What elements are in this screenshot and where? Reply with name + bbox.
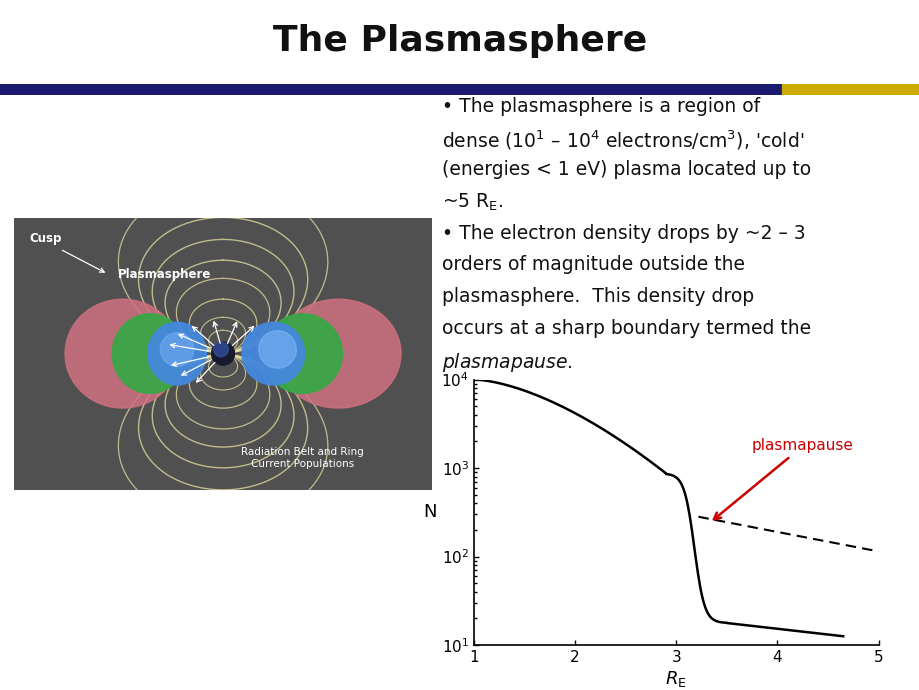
Text: Radiation Belt and Ring
Current Populations: Radiation Belt and Ring Current Populati… [241,448,364,469]
Ellipse shape [148,322,206,385]
Text: orders of magnitude outside the: orders of magnitude outside the [441,255,743,275]
Text: • The electron density drops by ~2 – 3: • The electron density drops by ~2 – 3 [441,224,804,243]
Circle shape [211,342,234,365]
Text: (energies < 1 eV) plasma located up to: (energies < 1 eV) plasma located up to [441,160,810,179]
Text: Plasmasphere: Plasmasphere [118,268,211,281]
Bar [0,84,781,95]
Text: plasmasphere.  This density drop: plasmasphere. This density drop [441,287,753,306]
Text: occurs at a sharp boundary termed the: occurs at a sharp boundary termed the [441,319,810,338]
X-axis label: $R_\mathrm{E}$: $R_\mathrm{E}$ [664,669,686,689]
Ellipse shape [242,322,304,385]
Ellipse shape [275,299,401,408]
Text: plasmapause: plasmapause [713,438,853,520]
Ellipse shape [258,331,296,368]
Text: Cusp: Cusp [29,232,62,245]
Y-axis label: N: N [423,503,437,522]
Text: • The plasmasphere is a region of: • The plasmasphere is a region of [441,97,759,116]
Text: dense (10$^1$ – 10$^4$ electrons/cm$^3$), 'cold': dense (10$^1$ – 10$^4$ electrons/cm$^3$)… [441,128,803,152]
Bar [781,84,919,95]
Ellipse shape [65,299,180,408]
Circle shape [213,342,228,357]
Text: ~5 R$_\mathrm{E}$.: ~5 R$_\mathrm{E}$. [441,192,503,213]
Text: The Plasmasphere: The Plasmasphere [273,24,646,59]
Ellipse shape [112,314,187,393]
Ellipse shape [263,314,342,393]
Text: $\it{plasmapause}$.: $\it{plasmapause}$. [441,351,572,373]
Ellipse shape [160,333,194,366]
